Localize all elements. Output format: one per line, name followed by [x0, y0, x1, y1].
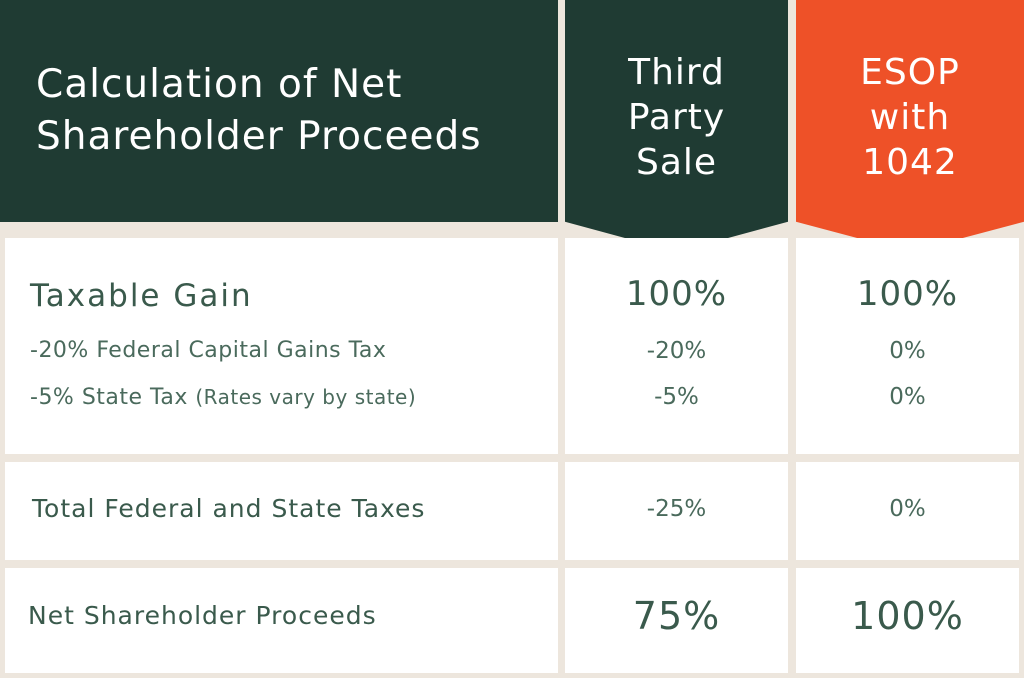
state-tax-esop-value: 0%: [889, 384, 926, 410]
table-title-header: Calculation of Net Shareholder Proceeds: [0, 0, 558, 222]
taxable-gain-third-cell: 100% -20% -5%: [565, 238, 788, 454]
taxable-gain-label-cell: Taxable Gain -20% Federal Capital Gains …: [5, 238, 558, 454]
taxable-gain-esop-cell: 100% 0% 0%: [796, 238, 1019, 454]
esop-header-line-1: ESOP: [860, 52, 960, 93]
esop-header-line-3: 1042: [862, 142, 958, 183]
table-title-line-2: Shareholder Proceeds: [36, 114, 482, 159]
state-tax-note: (Rates vary by state): [195, 385, 417, 409]
total-taxes-label: Total Federal and State Taxes: [32, 494, 426, 523]
federal-tax-label: -20% Federal Capital Gains Tax: [30, 338, 387, 363]
net-proceeds-third-value: 75%: [632, 594, 721, 638]
net-proceeds-label: Net Shareholder Proceeds: [28, 601, 377, 630]
third-party-sale-column-header: Third Party Sale: [565, 0, 788, 252]
total-taxes-third-value: -25%: [646, 496, 707, 522]
state-tax-label: -5% State Tax (Rates vary by state): [30, 385, 416, 410]
net-proceeds-esop-cell: 100%: [796, 568, 1019, 673]
third-party-header-line-2: Party: [627, 97, 726, 138]
esop-header-line-2: with: [869, 97, 951, 138]
net-proceeds-esop-value: 100%: [851, 594, 964, 638]
state-tax-label-text: -5% State Tax: [30, 385, 188, 410]
taxable-gain-label: Taxable Gain: [30, 278, 253, 314]
total-taxes-esop-value: 0%: [889, 496, 926, 522]
third-party-header-line-3: Sale: [635, 142, 718, 183]
net-proceeds-third-cell: 75%: [565, 568, 788, 673]
total-taxes-esop-cell: 0%: [796, 462, 1019, 560]
taxable-gain-third-value: 100%: [625, 274, 728, 314]
table-title-line-1: Calculation of Net: [36, 62, 403, 107]
federal-tax-esop-value: 0%: [889, 338, 926, 364]
net-proceeds-label-cell: Net Shareholder Proceeds: [5, 568, 558, 673]
third-party-header-line-1: Third: [628, 52, 725, 93]
taxable-gain-esop-value: 100%: [856, 274, 959, 314]
total-taxes-label-cell: Total Federal and State Taxes: [5, 462, 558, 560]
total-taxes-third-cell: -25%: [565, 462, 788, 560]
state-tax-third-value: -5%: [654, 384, 699, 410]
federal-tax-third-value: -20%: [646, 338, 707, 364]
esop-1042-column-header: ESOP with 1042: [796, 0, 1024, 252]
